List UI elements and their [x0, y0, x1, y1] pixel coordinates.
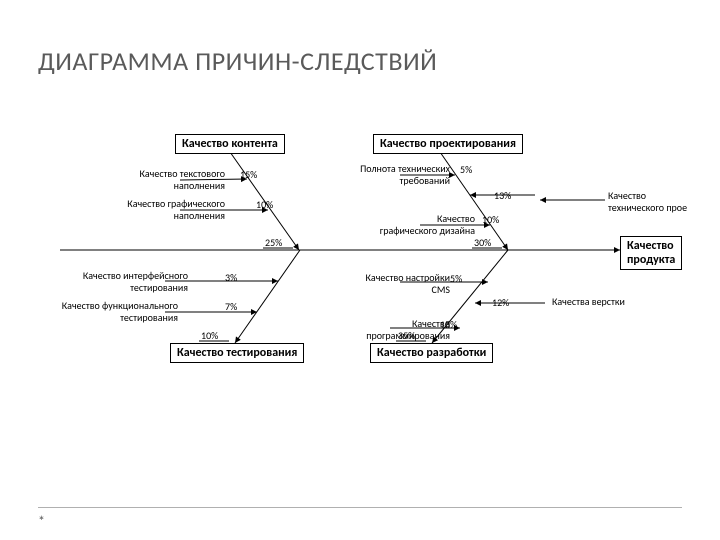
pct-content: 25% — [265, 236, 282, 249]
cause-pct: 5% — [460, 163, 472, 176]
cause-pct: 10% — [482, 213, 499, 226]
cause-label: Качествотехнического прое — [608, 190, 687, 213]
cause-label: Качество интерфейсноготестирования — [58, 270, 188, 293]
cause-pct: 7% — [225, 300, 237, 313]
pct-design: 30% — [474, 236, 491, 249]
cause-label: Качества верстки — [552, 296, 625, 308]
cause-pct: 10% — [256, 198, 273, 211]
cause-pct: 3% — [225, 271, 237, 284]
cause-label: Качество настройкиCMS — [320, 272, 450, 295]
cause-pct: 5% — [450, 272, 462, 285]
cause-label: Качествопрограммирования — [320, 318, 450, 341]
pct-testing: 10% — [201, 329, 218, 342]
cause-label: Качество функциональноготестирования — [48, 300, 178, 323]
cause-label: Качество графическогонаполнения — [95, 198, 225, 221]
cause-label: Качествографического дизайна — [345, 213, 475, 236]
cause-pct: 18% — [440, 318, 457, 331]
fishbone-diagram: Качествопродукта Качество контента 25% Каче… — [0, 0, 720, 540]
cause-pct: 13% — [494, 189, 511, 202]
category-box-testing: Качество тестирования — [170, 343, 304, 363]
effect-box: Качествопродукта — [620, 236, 682, 270]
category-box-dev: Качество разработки — [370, 343, 493, 363]
hr — [38, 507, 682, 508]
cause-pct: 15% — [240, 168, 257, 181]
cause-pct: 12% — [492, 296, 509, 309]
cause-label: Полнота техническихтребований — [320, 163, 450, 186]
footer-mark: * — [38, 513, 45, 530]
category-box-design: Качество проектирования — [373, 134, 523, 154]
category-box-content: Качество контента — [175, 134, 285, 154]
cause-label: Качество текстовогонаполнения — [95, 168, 225, 191]
